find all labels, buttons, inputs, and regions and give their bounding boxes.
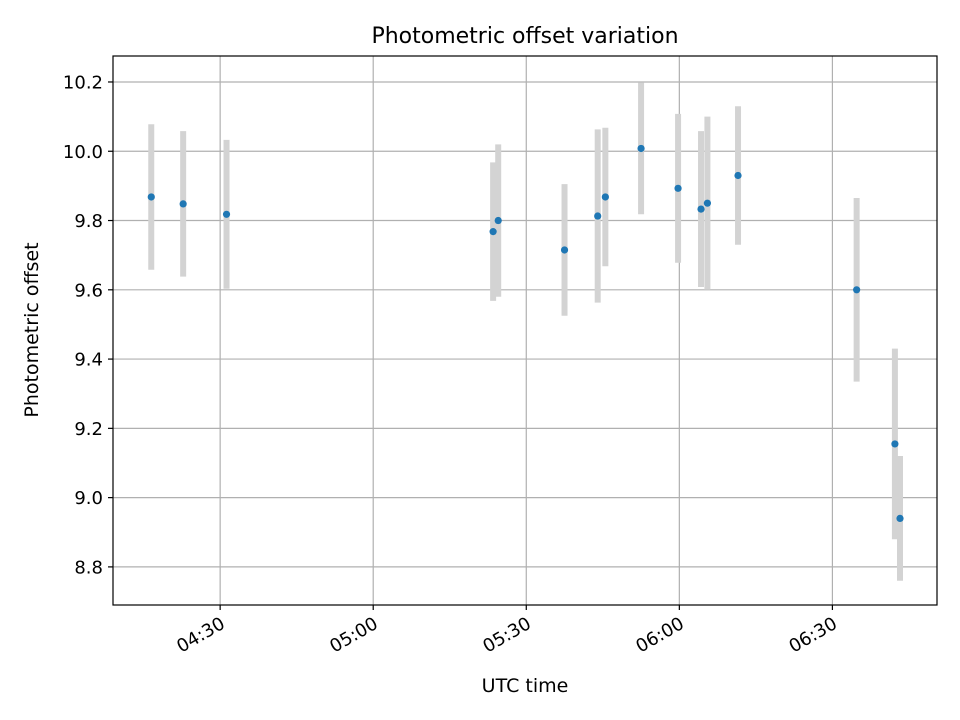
- y-tick-label: 8.8: [74, 557, 103, 578]
- y-tick-label: 10.0: [63, 142, 103, 163]
- data-point: [674, 184, 682, 192]
- y-tick-label: 9.6: [74, 280, 103, 301]
- y-tick-label: 9.8: [74, 211, 103, 232]
- data-point: [703, 199, 712, 207]
- x-axis-label: UTC time: [482, 675, 569, 697]
- y-tick-label: 9.2: [74, 419, 103, 440]
- data-point: [594, 212, 602, 220]
- data-points: [147, 144, 904, 523]
- y-axis-ticks: 8.8 9.0 9.2 9.4 9.6 9.8 10.0 10.2: [63, 72, 113, 578]
- data-point: [179, 200, 187, 208]
- plot-frame: [112, 55, 938, 606]
- y-tick-label: 9.4: [74, 350, 103, 371]
- data-point: [734, 171, 742, 180]
- data-point: [896, 514, 904, 523]
- data-point: [853, 286, 861, 294]
- data-point: [147, 193, 155, 201]
- data-point: [697, 205, 705, 213]
- data-point: [601, 193, 609, 201]
- data-point: [891, 440, 899, 448]
- y-tick-label: 9.0: [74, 488, 103, 509]
- data-point: [489, 228, 497, 236]
- data-point: [560, 246, 569, 254]
- y-axis-label: Photometric offset: [21, 242, 43, 417]
- data-point: [222, 210, 231, 218]
- y-tick-label: 10.2: [63, 72, 103, 93]
- data-point: [494, 216, 502, 225]
- chart-title: Photometric offset variation: [371, 24, 678, 49]
- data-point: [637, 144, 645, 153]
